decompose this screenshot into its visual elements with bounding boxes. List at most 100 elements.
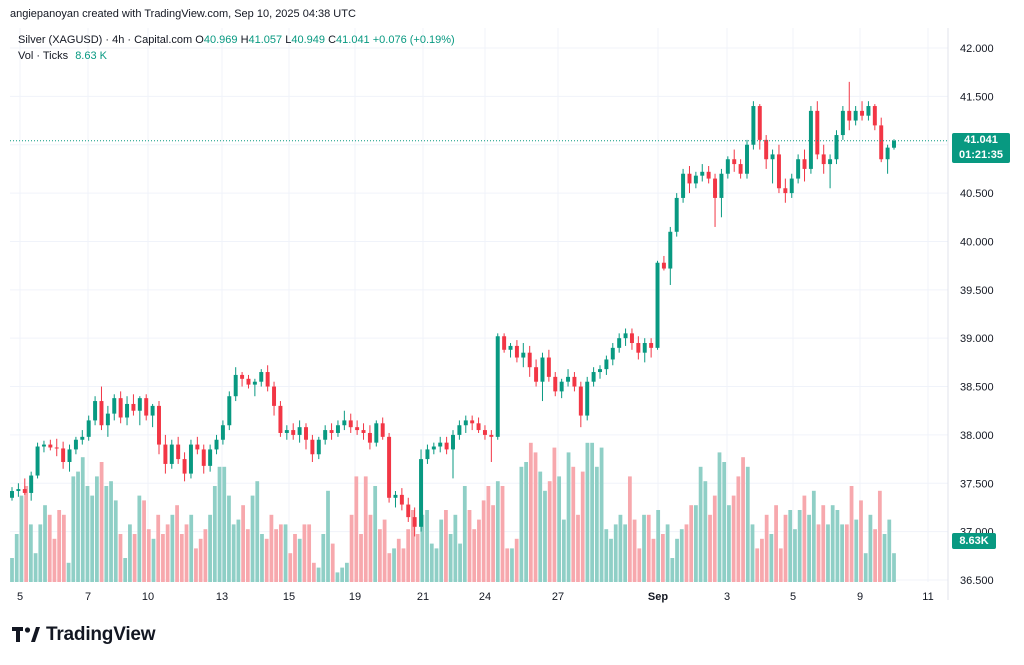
candle-body [674, 197, 679, 232]
volume-bar [156, 514, 161, 582]
candle-body [770, 154, 775, 160]
candle-body [201, 449, 206, 466]
candle-body [252, 381, 257, 385]
volume-bar [774, 505, 778, 582]
volume-bar [576, 514, 580, 582]
volume-bar [411, 510, 415, 582]
volume-bar [198, 538, 203, 582]
volume-bar [793, 529, 797, 582]
volume-bar [491, 505, 495, 582]
volume-bar [788, 510, 793, 582]
tradingview-logo-icon [12, 627, 40, 642]
candle-body [438, 442, 443, 447]
volume-bar [613, 524, 618, 582]
candle-body [789, 178, 794, 194]
volume-bar [760, 538, 764, 582]
volume-bar [297, 538, 302, 582]
candle-body [879, 125, 884, 160]
volume-bar [731, 495, 736, 582]
volume-label[interactable]: Vol · Ticks [18, 50, 69, 62]
last-price-value: 41.041 [964, 134, 998, 146]
volume-bar [637, 548, 642, 582]
volume-bar [585, 442, 590, 582]
candle-body [265, 372, 270, 387]
volume-bar [736, 476, 741, 582]
volume-bar [571, 466, 576, 582]
price-axis[interactable]: 42.00041.50041.00040.50040.00039.50039.0… [960, 43, 994, 587]
candle-body [738, 164, 743, 174]
candle-body [853, 110, 858, 121]
open-label: O [195, 34, 204, 46]
volume-bar [52, 538, 57, 582]
volume-bar [161, 534, 165, 582]
candle-body [86, 420, 91, 437]
volume-bar [24, 486, 29, 582]
time-tick-label: 5 [790, 591, 796, 603]
close-label: C [328, 34, 337, 46]
low-label: L [285, 34, 292, 46]
volume-bar [307, 524, 312, 582]
candle-body [534, 367, 539, 382]
symbol-label[interactable]: Silver (XAGUSD) · 4h · Capital.com [18, 34, 193, 46]
volume-bar [118, 534, 123, 582]
candle-body [796, 159, 801, 179]
candle-body [73, 439, 78, 450]
candle-body [157, 405, 161, 445]
price-tick-label: 38.500 [960, 382, 994, 394]
candle-body [693, 175, 698, 184]
volume-bar [170, 514, 175, 582]
time-tick-label: 27 [552, 591, 564, 603]
volume-bar [561, 519, 566, 582]
volume-bar [151, 538, 156, 582]
candle-body [10, 491, 14, 498]
volume-bar [547, 481, 552, 582]
candle-body [169, 444, 174, 464]
volume-bar [694, 505, 698, 582]
volume-bar [609, 538, 613, 582]
candle-body [380, 423, 385, 437]
volume-bar [835, 510, 840, 582]
candle-body [623, 333, 628, 339]
candle-body [22, 489, 27, 493]
candle-body [342, 420, 347, 426]
volume-bar [651, 538, 656, 582]
volume-bar [727, 505, 731, 582]
volume-bar [109, 481, 113, 582]
volume-bar [444, 510, 448, 582]
volume-bar [349, 514, 354, 582]
candle-body [745, 144, 749, 174]
price-tick-label: 39.000 [960, 333, 994, 345]
volume-bar [344, 562, 349, 582]
candle-body [425, 449, 430, 460]
volume-bar [128, 524, 132, 582]
candle-body [323, 430, 328, 440]
volume-bar [387, 553, 392, 582]
volume-bar [797, 510, 802, 582]
volume-bar [222, 466, 227, 582]
volume-bar [722, 462, 727, 582]
price-tick-label: 37.500 [960, 478, 994, 490]
volume-bar [717, 452, 722, 582]
candle-body [348, 420, 353, 428]
volume-bar [750, 524, 755, 582]
volume-bar [519, 466, 524, 582]
candle-body [431, 446, 436, 450]
volume-bar [184, 524, 189, 582]
volume-bar [661, 534, 665, 582]
candle-body [629, 333, 634, 344]
candle-body [725, 159, 730, 174]
volume-bar [675, 538, 679, 582]
tradingview-logo[interactable]: TradingView [12, 624, 156, 646]
candle-body [61, 448, 66, 462]
candle-body [41, 444, 46, 447]
volume-bar [85, 486, 90, 582]
volume-bar [882, 534, 887, 582]
time-axis[interactable]: 5 7 10 13 15 19 21 24 27 Sep 3 5 9 11 [17, 591, 934, 603]
candle-body [272, 386, 277, 406]
volume-bar [227, 495, 231, 582]
volume-bar [10, 558, 14, 582]
volume-bar [28, 524, 33, 582]
ohlc-legend: Silver (XAGUSD) · 4h · Capital.com O40.9… [18, 34, 455, 46]
volume-bar [316, 567, 321, 582]
